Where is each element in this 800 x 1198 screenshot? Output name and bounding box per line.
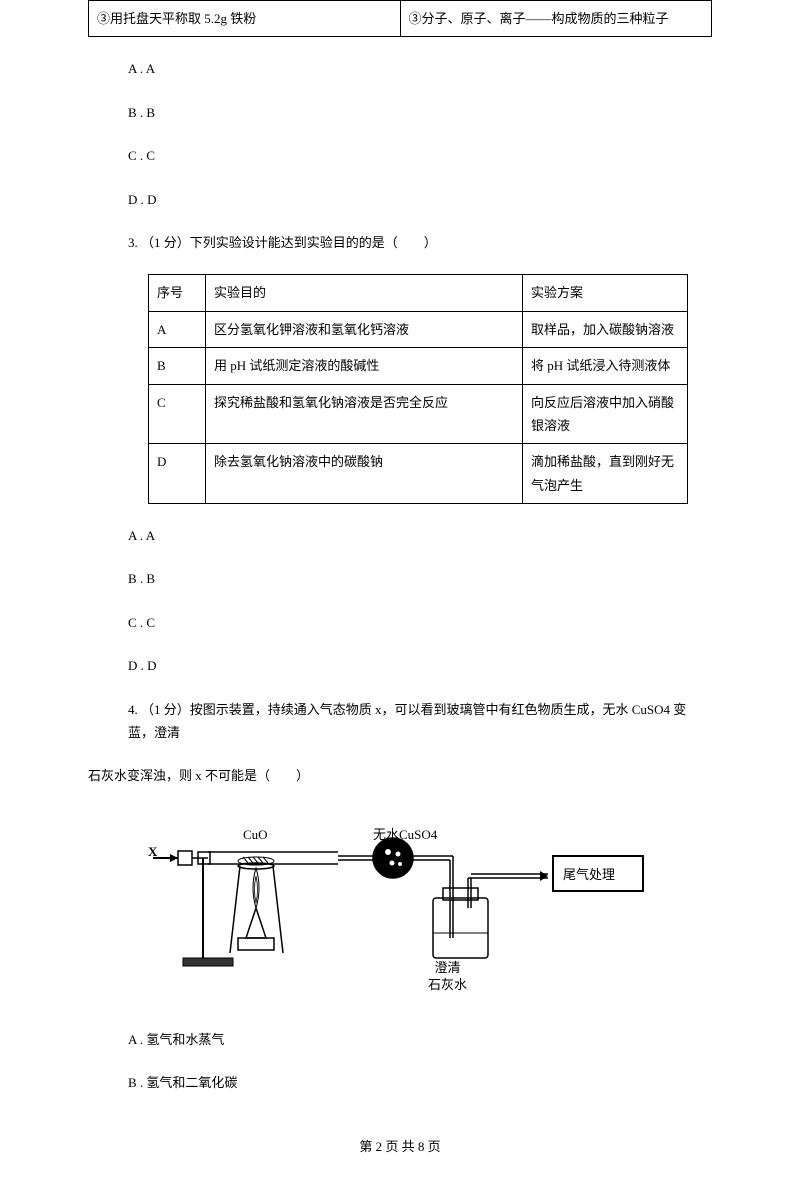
question-3: 3. （1 分）下列实验设计能达到实验目的的是（ ） bbox=[128, 231, 712, 254]
q4-option-b: B . 氢气和二氧化碳 bbox=[128, 1071, 712, 1094]
q2-option-a: A . A bbox=[128, 57, 712, 80]
q2-option-c: C . C bbox=[128, 144, 712, 167]
exp-header-1: 实验目的 bbox=[206, 275, 523, 311]
top-table-right: ③分子、原子、离子——构成物质的三种粒子 bbox=[400, 1, 712, 37]
q3-option-a: A . A bbox=[128, 524, 712, 547]
q3-option-c: C . C bbox=[128, 611, 712, 634]
exp-row-b-2: 将 pH 试纸浸入待测液体 bbox=[523, 348, 688, 384]
exp-row-b-1: 用 pH 试纸测定溶液的酸碱性 bbox=[206, 348, 523, 384]
q2-option-d: D . D bbox=[128, 188, 712, 211]
cuo-label: CuO bbox=[243, 823, 268, 846]
question-4-line2: 石灰水变浑浊，则 x 不可能是（ ） bbox=[88, 764, 712, 787]
q2-option-b: B . B bbox=[128, 101, 712, 124]
limewater-label: 澄清 石灰水 bbox=[428, 960, 467, 994]
exp-row-a-0: A bbox=[149, 311, 206, 347]
exp-row-b-0: B bbox=[149, 348, 206, 384]
cuso4-label: 无水CuSO4 bbox=[373, 823, 437, 846]
question-4-line1: 4. （1 分）按图示装置，持续通入气态物质 x，可以看到玻璃管中有红色物质生成… bbox=[128, 698, 712, 745]
exp-row-a-1: 区分氢氧化钾溶液和氢氧化钙溶液 bbox=[206, 311, 523, 347]
exp-row-c-0: C bbox=[149, 384, 206, 444]
exp-row-c-2: 向反应后溶液中加入硝酸银溶液 bbox=[523, 384, 688, 444]
exp-row-a-2: 取样品，加入碳酸钠溶液 bbox=[523, 311, 688, 347]
q4-option-a: A . 氢气和水蒸气 bbox=[128, 1028, 712, 1051]
exp-row-d-1: 除去氢氧化钠溶液中的碳酸钠 bbox=[206, 444, 523, 504]
exp-row-c-1: 探究稀盐酸和氢氧化钠溶液是否完全反应 bbox=[206, 384, 523, 444]
page-footer: 第 2 页 共 8 页 bbox=[88, 1135, 712, 1158]
exp-row-d-2: 滴加稀盐酸，直到刚好无气泡产生 bbox=[523, 444, 688, 504]
exhaust-label: 尾气处理 bbox=[563, 863, 615, 886]
apparatus-figure: X CuO 无水CuSO4 澄清 石灰水 尾气处理 bbox=[148, 808, 668, 1008]
top-table-left: ③用托盘天平称取 5.2g 铁粉 bbox=[89, 1, 401, 37]
top-table: ③用托盘天平称取 5.2g 铁粉 ③分子、原子、离子——构成物质的三种粒子 bbox=[88, 0, 712, 37]
experiment-table: 序号 实验目的 实验方案 A 区分氢氧化钾溶液和氢氧化钙溶液 取样品，加入碳酸钠… bbox=[148, 274, 688, 504]
q3-option-d: D . D bbox=[128, 654, 712, 677]
q3-option-b: B . B bbox=[128, 567, 712, 590]
x-label: X bbox=[148, 840, 157, 863]
exp-header-2: 实验方案 bbox=[523, 275, 688, 311]
exp-row-d-0: D bbox=[149, 444, 206, 504]
exp-header-0: 序号 bbox=[149, 275, 206, 311]
